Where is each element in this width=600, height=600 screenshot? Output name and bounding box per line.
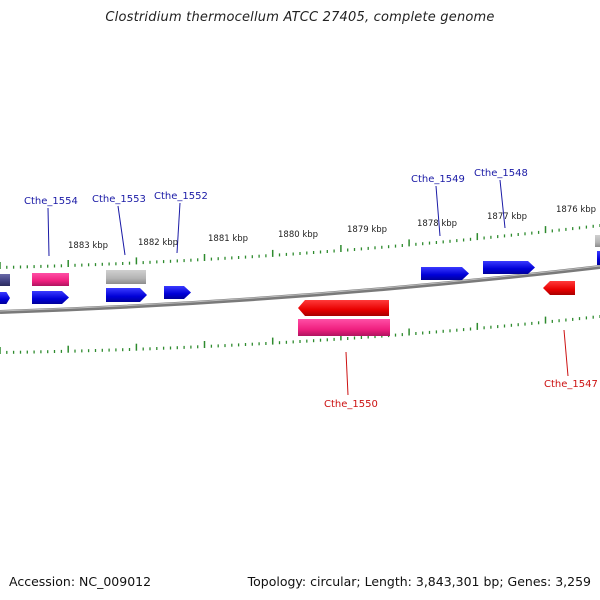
gene-label-pointers [47,179,569,396]
scale-label-1877: 1877 kbp [487,212,527,222]
pointer-cthe-1549 [435,185,441,237]
gene-feature-blue-a [32,291,69,304]
outer-tick-ring [0,224,600,269]
scale-label-1876: 1876 kbp [556,205,596,215]
pointer-cthe-1554 [47,207,50,257]
scale-label-1878: 1878 kbp [417,219,457,229]
genome-backbone [0,265,600,314]
gene-label-cthe-1550: Cthe_1550 [324,399,378,410]
gene-feature-cthe-1553 [106,270,146,284]
gene-feature-blue-c [164,286,191,299]
gene-label-cthe-1548: Cthe_1548 [474,168,528,179]
gene-features [0,235,600,336]
gene-feature-cthe-1554 [32,273,69,286]
scale-label-1881: 1881 kbp [208,234,248,244]
gene-feature-blue-b [106,288,147,302]
genome-backbone-highlight [0,265,600,312]
gene-feature-navy-edge [0,274,10,286]
gene-label-cthe-1549: Cthe_1549 [411,174,465,185]
pointer-cthe-1547 [563,329,569,377]
scale-label-1879: 1879 kbp [347,225,387,235]
gene-feature-cthe-1548 [483,261,535,274]
pointer-cthe-1552 [176,202,181,254]
scale-label-1880: 1880 kbp [278,230,318,240]
gene-feature-cthe-1547 [543,281,575,295]
gene-feature-grey-edge [595,235,600,247]
gene-feature-blue-edge-left [0,292,10,304]
inner-tick-ring [0,315,600,354]
gene-label-cthe-1552: Cthe_1552 [154,191,208,202]
gene-feature-blue-edge-right [597,251,600,265]
scale-label-1883: 1883 kbp [68,241,108,251]
gene-label-cthe-1553: Cthe_1553 [92,194,146,205]
gene-label-cthe-1547: Cthe_1547 [544,379,598,390]
map-title: Clostridium thermocellum ATCC 27405, com… [105,10,495,25]
pointer-cthe-1550 [345,351,349,396]
genome-summary-text: Topology: circular; Length: 3,843,301 bp… [247,574,591,589]
pointer-cthe-1553 [117,205,126,256]
scale-label-1882: 1882 kbp [138,238,178,248]
gene-feature-cthe-1550 [298,300,389,316]
gene-feature-cthe-1550-pink [298,319,390,336]
pointer-cthe-1548 [499,179,506,229]
gene-feature-cthe-1549 [421,267,469,280]
accession-text: Accession: NC_009012 [9,574,152,589]
gene-label-cthe-1554: Cthe_1554 [24,196,78,207]
